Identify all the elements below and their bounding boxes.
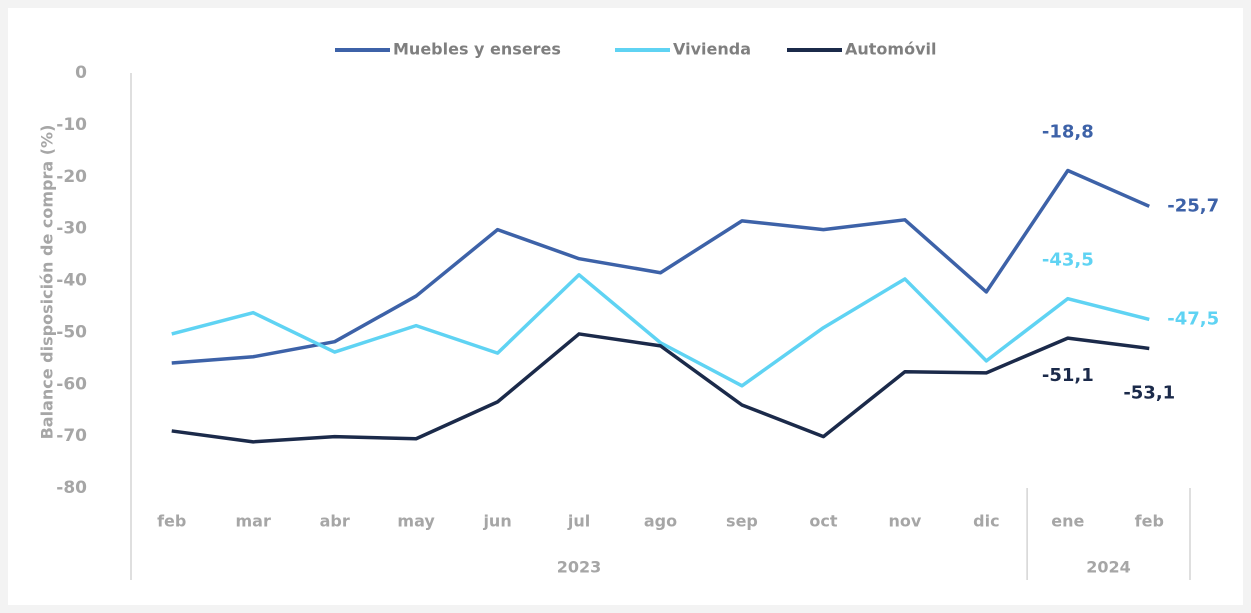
- data-label: -51,1: [1042, 365, 1094, 386]
- x-tick-label: ago: [644, 512, 677, 531]
- y-axis-label: Balance disposición de compra (%): [38, 125, 57, 440]
- line-series: [171, 332, 1150, 444]
- y-tick-label: -10: [56, 115, 87, 135]
- legend-label: Vivienda: [673, 40, 751, 59]
- y-tick-label: -70: [56, 426, 87, 446]
- line-series: [171, 168, 1150, 365]
- x-tick-label: mar: [236, 512, 271, 531]
- line-series: [171, 273, 1150, 388]
- x-tick-label: dic: [973, 512, 999, 531]
- data-label: -18,8: [1042, 122, 1094, 143]
- x-tick-label: abr: [320, 512, 350, 531]
- group-label: 2023: [557, 558, 602, 577]
- x-tick-label: oct: [809, 512, 837, 531]
- x-tick-label: sep: [726, 512, 758, 531]
- x-tick-label: nov: [888, 512, 921, 531]
- y-tick-label: -30: [56, 219, 87, 239]
- y-tick-label: 0: [75, 63, 87, 83]
- data-label: -47,5: [1167, 308, 1219, 329]
- legend-label: Automóvil: [845, 40, 936, 59]
- y-tick-label: -40: [56, 271, 87, 291]
- x-tick-label: jun: [482, 512, 511, 531]
- x-tick-label: may: [397, 512, 435, 531]
- x-tick-label: jul: [567, 512, 590, 531]
- data-label: -53,1: [1123, 382, 1175, 403]
- x-tick-label: feb: [1135, 512, 1164, 531]
- y-tick-label: -20: [56, 167, 87, 187]
- group-label: 2024: [1086, 558, 1131, 577]
- y-tick-label: -50: [56, 322, 87, 342]
- y-tick-label: -60: [56, 374, 87, 394]
- data-label: -25,7: [1167, 195, 1219, 216]
- chart-background: [8, 8, 1243, 605]
- legend-label: Muebles y enseres: [393, 40, 561, 59]
- x-tick-label: ene: [1051, 512, 1084, 531]
- data-label: -43,5: [1042, 250, 1094, 271]
- x-tick-label: feb: [157, 512, 186, 531]
- y-tick-label: -80: [56, 478, 87, 498]
